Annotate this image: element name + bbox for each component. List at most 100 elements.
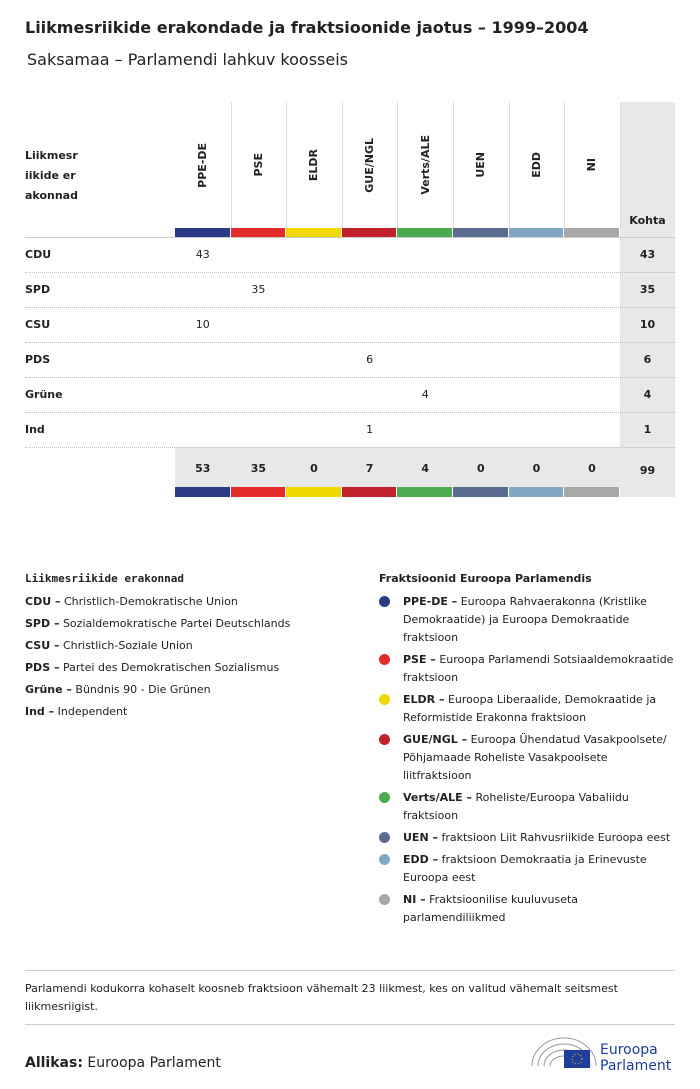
totals-row-bg <box>175 447 620 487</box>
group-header: UEN <box>453 110 509 220</box>
color-bar <box>230 487 286 497</box>
legend-item: Verts/ALE – Roheliste/Euroopa Vabaliidu … <box>379 789 674 825</box>
group-total: 7 <box>365 462 374 475</box>
row-total: 43 <box>639 248 656 261</box>
source-text: Euroopa Parlament <box>87 1055 221 1071</box>
logo-text: Parlament <box>600 1058 672 1074</box>
color-bar <box>286 228 341 237</box>
legend-item: PDS – Partei des Demokratischen Sozialis… <box>25 659 355 677</box>
group-header: EDD <box>509 110 565 220</box>
column-divider <box>508 102 510 228</box>
row-total: 6 <box>643 353 652 366</box>
legend-text: Partei des Demokratischen Sozialismus <box>62 661 280 674</box>
group-header: PPE-DE <box>175 110 231 220</box>
group-name: PSE <box>251 153 265 177</box>
group-header: Verts/ALE <box>397 110 453 220</box>
legend-item: SPD – Sozialdemokratische Partei Deutsch… <box>25 615 355 633</box>
group-total: 4 <box>421 462 430 475</box>
color-bar <box>397 228 452 237</box>
subtitle: Saksamaa – Parlamendi lahkuv koosseis <box>27 50 348 69</box>
legend-list: PPE-DE – Euroopa Rahvaerakonna (Kristlik… <box>379 593 674 927</box>
group-total: 0 <box>588 462 596 475</box>
row-party: SPD <box>25 283 51 296</box>
color-bar <box>286 487 341 497</box>
cell: 6 <box>366 353 374 366</box>
row-party: Grüne <box>25 388 63 401</box>
divider <box>25 970 675 971</box>
title: Liikmesriikide erakondade ja fraktsiooni… <box>25 18 589 37</box>
group-name: PPE-DE <box>196 142 210 188</box>
legend-text: Euroopa Rahvaerakonna (Kristlike Demokra… <box>403 595 647 644</box>
logo-text: Euroopa <box>600 1042 658 1058</box>
legend-item: PSE – Euroopa Parlamendi Sotsiaaldemokra… <box>379 651 674 687</box>
legend-abbr: UEN – <box>403 831 438 844</box>
color-bar <box>230 228 286 237</box>
color-bar <box>453 228 508 237</box>
legend-abbr: CSU – <box>25 639 60 652</box>
note: Parlamendi kodukorra kohaselt koosneb fr… <box>25 982 618 1013</box>
legend-abbr: PDS – <box>25 661 60 674</box>
column-divider <box>619 102 621 228</box>
legend-item: Ind – Independent <box>25 703 355 721</box>
group-name: GUE/NGL <box>363 137 377 193</box>
source: Allikas: Euroopa Parlament <box>25 1055 221 1071</box>
legend-abbr: Grüne – <box>25 683 72 696</box>
legend-text: Christlich-Soziale Union <box>62 639 193 652</box>
row-total: 4 <box>643 388 652 401</box>
row-line <box>25 412 675 413</box>
row-party: PDS <box>25 353 51 366</box>
color-bar <box>564 487 619 497</box>
divider <box>25 1024 675 1025</box>
legend-text: Independent <box>57 705 128 718</box>
legend-text: Sozialdemokratische Partei Deutschlands <box>62 617 291 630</box>
header-line <box>25 237 675 238</box>
column-divider <box>564 102 566 228</box>
row-party: Ind <box>25 423 45 436</box>
legend-abbr: Verts/ALE – <box>403 791 472 804</box>
column-divider <box>286 102 288 228</box>
color-bar <box>341 487 397 497</box>
legend-item: EDD – fraktsioon Demokraatia ja Erinevus… <box>379 851 674 887</box>
source-label: Allikas: <box>25 1055 83 1071</box>
legend-abbr: ELDR – <box>403 693 445 706</box>
legend-abbr: NI – <box>403 893 426 906</box>
legend-item: CSU – Christlich-Soziale Union <box>25 637 355 655</box>
color-bar <box>175 487 230 497</box>
legend-list: CDU – Christlich-Demokratische Union SPD … <box>25 593 355 721</box>
legend-dot <box>379 694 390 705</box>
legend-dot <box>379 854 390 865</box>
group-name: EDD <box>529 152 543 178</box>
legend-text: Roheliste/Euroopa Vabaliidu fraktsioon <box>403 791 629 822</box>
legend-abbr: EDD – <box>403 853 439 866</box>
legend-dot <box>379 832 390 843</box>
color-bar <box>341 228 397 237</box>
column-divider <box>397 102 399 228</box>
column-divider <box>453 102 454 228</box>
legend-dot <box>379 792 390 803</box>
column-divider <box>341 102 343 228</box>
legend-item: PPE-DE – Euroopa Rahvaerakonna (Kristlik… <box>379 593 674 647</box>
group-total: 0 <box>310 462 318 475</box>
legend-abbr: PPE-DE – <box>403 595 458 608</box>
cell: 43 <box>195 248 210 261</box>
row-line <box>25 447 675 448</box>
legend-text: fraktsioon Demokraatia ja Erinevuste Eur… <box>403 853 647 884</box>
legend-abbr: SPD – <box>25 617 60 630</box>
group-name: NI <box>585 158 599 172</box>
group-header: ELDR <box>286 110 342 220</box>
color-bar <box>508 487 564 497</box>
legend-dot <box>379 894 390 905</box>
legend-text: Bündnis 90 - Die Grünen <box>75 683 211 696</box>
group-total: 0 <box>532 462 541 475</box>
row-party: CDU <box>25 248 52 261</box>
group-total: 0 <box>476 462 485 475</box>
legend-item: GUE/NGL – Euroopa Ühendatud Vasakpoolset… <box>379 731 674 785</box>
total-column-bg <box>620 102 675 497</box>
legend-dot <box>379 734 390 745</box>
color-bar <box>564 228 619 237</box>
row-line <box>25 377 675 378</box>
legend-text: Euroopa Parlamendi Sotsiaaldemokraatide … <box>403 653 674 684</box>
column-divider <box>230 102 232 228</box>
group-header: NI <box>564 110 620 220</box>
